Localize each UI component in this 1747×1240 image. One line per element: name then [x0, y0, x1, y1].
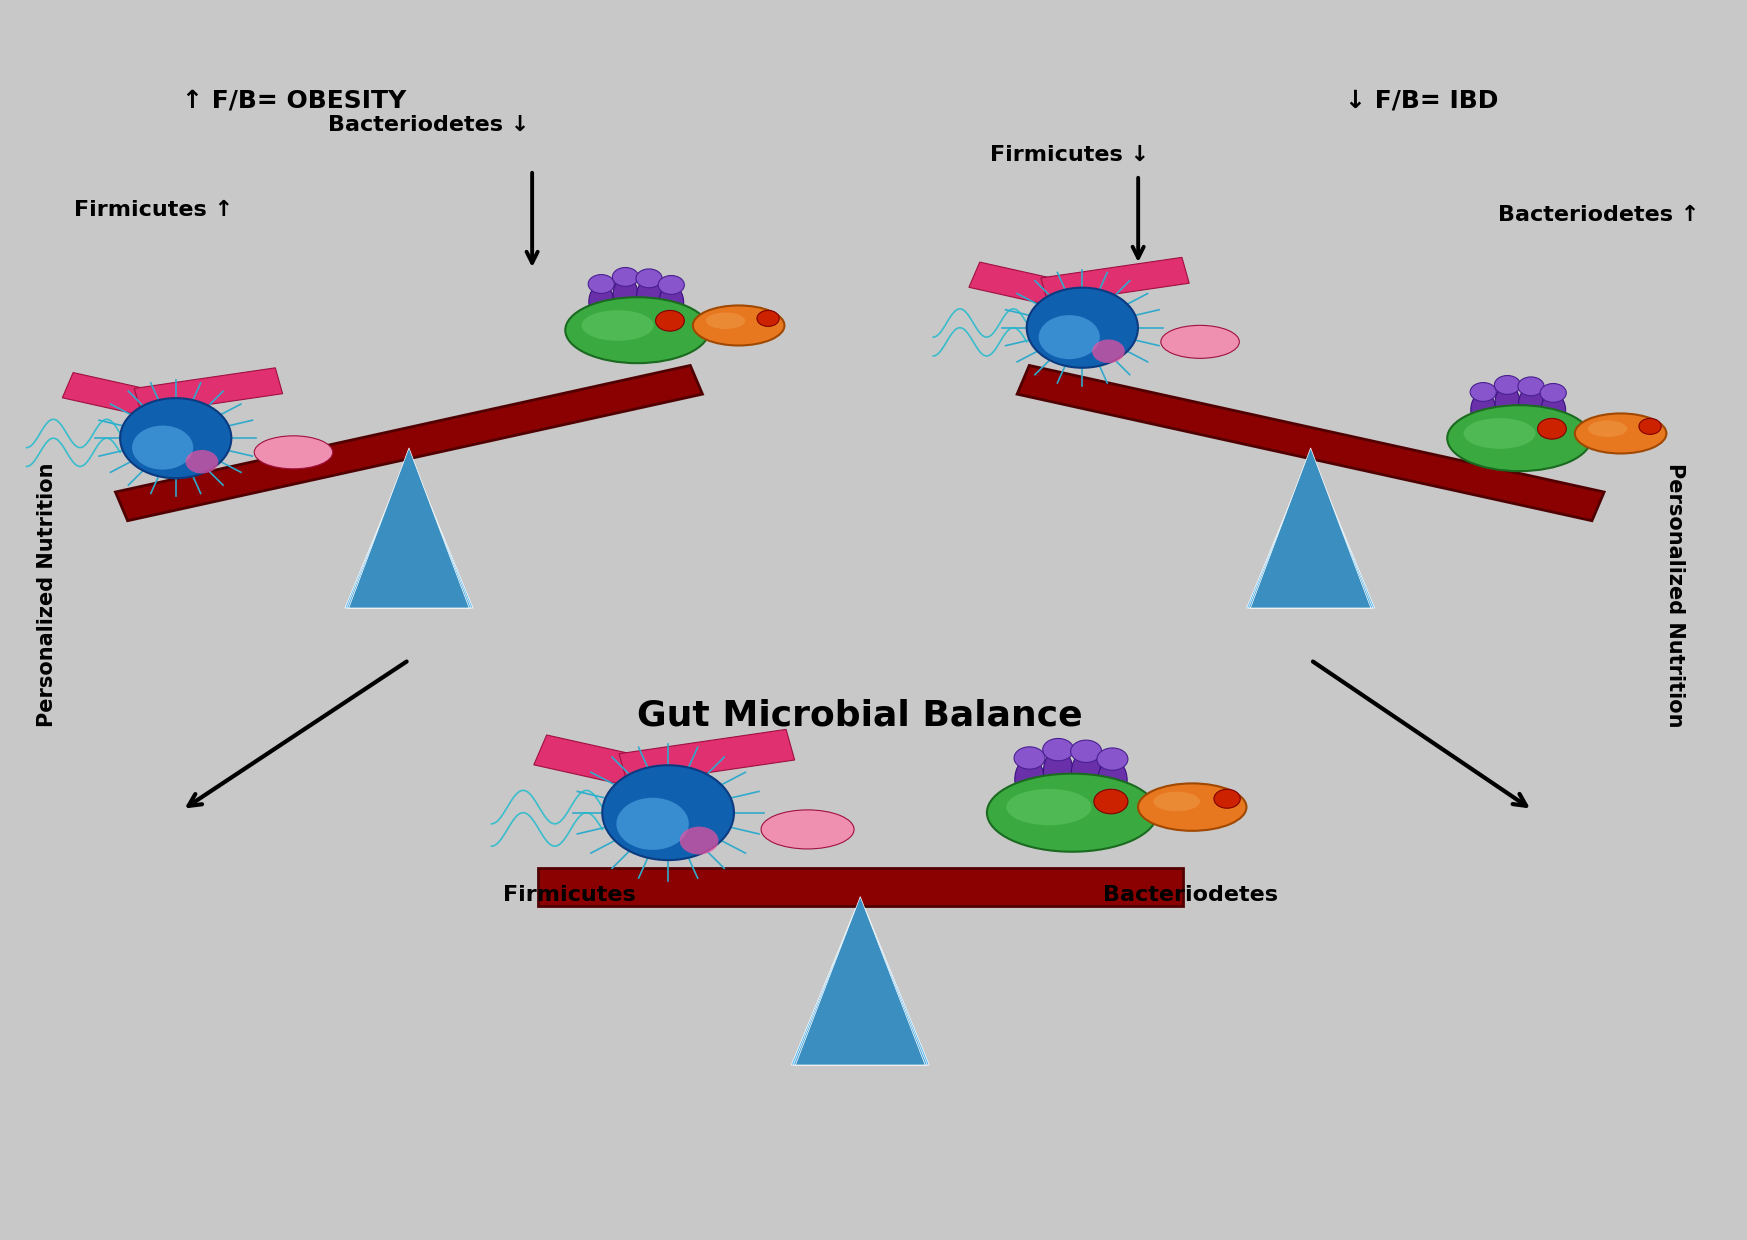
Polygon shape [1041, 258, 1190, 304]
Text: ↓ F/B= IBD: ↓ F/B= IBD [1345, 88, 1499, 112]
Text: Firmicutes ↑: Firmicutes ↑ [73, 200, 232, 219]
Text: Personalized Nutrition: Personalized Nutrition [37, 463, 58, 727]
Circle shape [1094, 789, 1129, 813]
Circle shape [589, 274, 615, 294]
Polygon shape [791, 897, 929, 1065]
Circle shape [1071, 740, 1102, 763]
Circle shape [1043, 739, 1074, 761]
Polygon shape [1247, 453, 1375, 608]
Ellipse shape [582, 310, 653, 341]
Ellipse shape [1015, 759, 1045, 800]
Ellipse shape [659, 285, 683, 320]
Polygon shape [63, 372, 211, 428]
Ellipse shape [566, 298, 709, 363]
Polygon shape [795, 897, 926, 1065]
Circle shape [636, 269, 662, 288]
Ellipse shape [589, 284, 613, 320]
Ellipse shape [1574, 413, 1667, 454]
Polygon shape [538, 868, 1183, 906]
Circle shape [1471, 383, 1497, 402]
Polygon shape [348, 450, 472, 608]
Circle shape [655, 310, 685, 331]
Ellipse shape [1518, 387, 1543, 422]
Ellipse shape [1043, 750, 1073, 792]
Ellipse shape [1464, 418, 1536, 449]
Ellipse shape [706, 312, 746, 329]
Polygon shape [535, 735, 709, 801]
Circle shape [1092, 340, 1125, 363]
Ellipse shape [1137, 784, 1246, 831]
Circle shape [659, 275, 685, 294]
Ellipse shape [1071, 751, 1101, 794]
Ellipse shape [1097, 759, 1127, 801]
Ellipse shape [1541, 393, 1565, 429]
Circle shape [1494, 376, 1520, 394]
Polygon shape [344, 453, 473, 608]
Ellipse shape [1447, 405, 1592, 471]
Ellipse shape [694, 305, 784, 346]
Circle shape [1639, 418, 1661, 434]
Ellipse shape [255, 435, 332, 469]
Text: Firmicutes ↓: Firmicutes ↓ [991, 145, 1150, 165]
Circle shape [121, 398, 231, 479]
Polygon shape [349, 448, 470, 608]
Polygon shape [970, 262, 1118, 317]
Ellipse shape [1495, 386, 1520, 420]
Text: Firmicutes: Firmicutes [503, 884, 636, 905]
Text: ↑ F/B= OBESITY: ↑ F/B= OBESITY [182, 88, 407, 112]
Ellipse shape [762, 810, 854, 849]
Ellipse shape [636, 279, 662, 314]
Polygon shape [793, 897, 928, 1065]
Polygon shape [1017, 366, 1604, 521]
Circle shape [617, 797, 688, 849]
Polygon shape [618, 729, 795, 785]
Circle shape [1039, 315, 1101, 360]
Circle shape [1097, 748, 1129, 770]
Ellipse shape [1471, 392, 1495, 428]
Circle shape [1537, 418, 1567, 439]
Circle shape [1214, 789, 1240, 808]
Text: Bacteriodetes ↓: Bacteriodetes ↓ [328, 115, 529, 135]
Ellipse shape [1160, 325, 1239, 358]
Text: Bacteriodetes ↑: Bacteriodetes ↑ [1497, 205, 1700, 224]
Circle shape [1013, 746, 1045, 769]
Circle shape [1027, 288, 1137, 368]
Circle shape [1518, 377, 1544, 396]
Circle shape [133, 425, 194, 470]
Text: Gut Microbial Balance: Gut Microbial Balance [638, 698, 1083, 732]
Polygon shape [135, 368, 283, 414]
Text: Personalized Nutrition: Personalized Nutrition [1665, 463, 1686, 727]
Ellipse shape [1153, 792, 1200, 811]
Circle shape [680, 827, 718, 854]
Polygon shape [1249, 450, 1373, 608]
Circle shape [603, 765, 734, 861]
Circle shape [185, 450, 218, 474]
Ellipse shape [1588, 420, 1626, 436]
Ellipse shape [1006, 789, 1092, 826]
Text: Bacteriodetes: Bacteriodetes [1102, 884, 1277, 905]
Circle shape [613, 268, 639, 286]
Ellipse shape [613, 278, 638, 312]
Polygon shape [1251, 448, 1371, 608]
Polygon shape [115, 366, 702, 521]
Circle shape [756, 310, 779, 326]
Ellipse shape [987, 774, 1157, 852]
Circle shape [1541, 383, 1567, 402]
